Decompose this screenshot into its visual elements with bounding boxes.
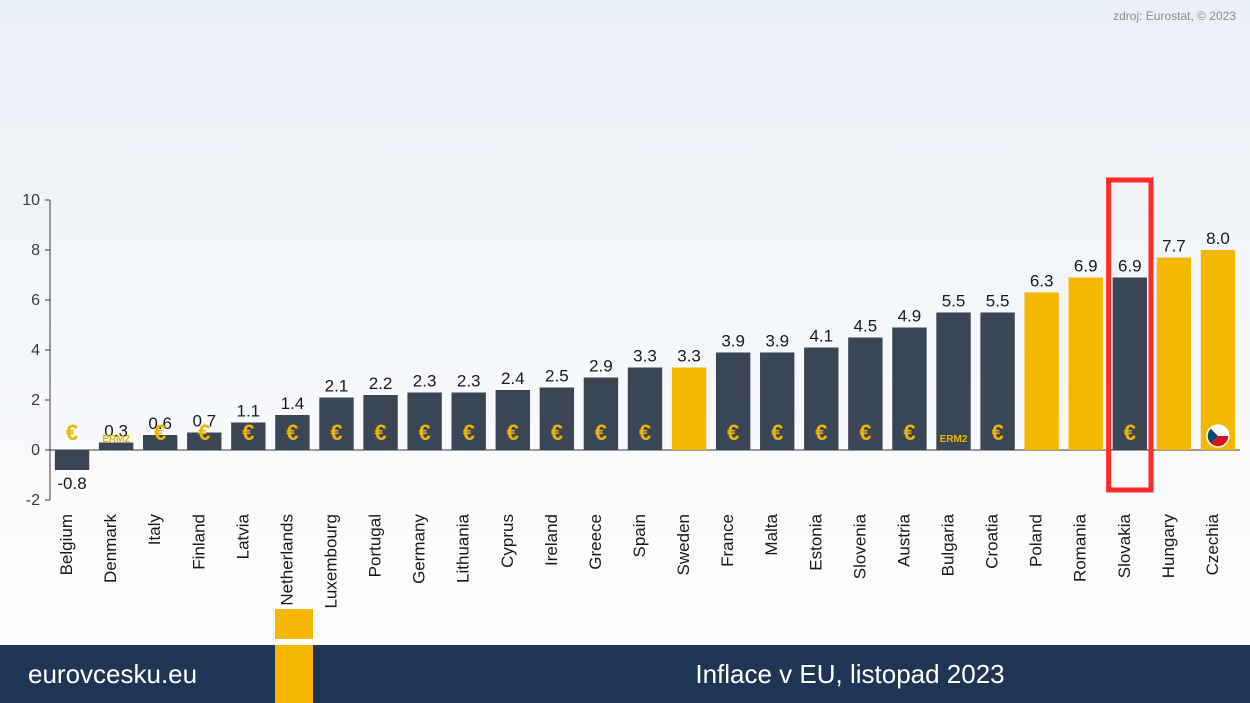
y-tick-label: 10: [22, 192, 40, 209]
czech-flag-icon: [1207, 425, 1229, 447]
euro-icon: €: [242, 420, 254, 445]
euro-icon: €: [815, 420, 827, 445]
bar-value-label: 2.3: [413, 372, 437, 391]
bar-value-label: 1.4: [281, 394, 305, 413]
x-category-label: Denmark: [101, 514, 120, 583]
bar-value-label: 2.4: [501, 369, 525, 388]
bar-value-label: 2.3: [457, 372, 481, 391]
x-category-label: Portugal: [366, 514, 385, 577]
x-category-label: France: [718, 514, 737, 567]
x-category-label: Slovakia: [1115, 513, 1134, 578]
x-category-label: Luxembourg: [321, 514, 340, 609]
bar-value-label: 6.9: [1118, 257, 1142, 276]
euro-icon: €: [198, 420, 210, 445]
x-category-label: Lithuania: [454, 513, 473, 583]
bar: 6.3: [1024, 293, 1058, 451]
bar-value-label: 2.1: [325, 377, 349, 396]
x-category-label: Netherlands: [277, 514, 296, 606]
x-category-label: Croatia: [983, 513, 1002, 568]
x-category-label: Romania: [1071, 513, 1090, 582]
y-tick-label: 4: [31, 342, 40, 359]
footer-rule: [0, 639, 1250, 645]
bar-value-label: 1.1: [237, 402, 261, 421]
x-category-label: Poland: [1027, 514, 1046, 567]
euro-icon: €: [286, 420, 298, 445]
bar-value-label: 2.9: [589, 357, 613, 376]
chart-background: [0, 0, 1250, 703]
x-category-label: Belgium: [57, 514, 76, 575]
bar-value-label: 4.5: [854, 317, 878, 336]
euro-icon: €: [1124, 420, 1136, 445]
bar-value-label: 2.2: [369, 374, 393, 393]
erm2-label: ERM2: [940, 434, 968, 445]
bar: 8: [1201, 250, 1235, 450]
x-category-label: Malta: [762, 513, 781, 555]
bar-value-label: 5.5: [942, 292, 966, 311]
bar-value-label: 4.1: [809, 327, 833, 346]
x-category-label: Cyprus: [498, 514, 517, 568]
y-tick-label: -2: [26, 492, 40, 509]
euro-icon: €: [859, 420, 871, 445]
y-tick-label: 8: [31, 242, 40, 259]
euro-icon: €: [727, 420, 739, 445]
bar: 3.3: [672, 368, 706, 451]
x-category-label: Czechia: [1203, 513, 1222, 575]
euro-icon: €: [463, 420, 475, 445]
y-tick-label: 6: [31, 292, 40, 309]
x-category-label: Spain: [630, 514, 649, 557]
bar-value-label: 3.3: [633, 347, 657, 366]
euro-icon: €: [374, 420, 386, 445]
y-tick-label: 2: [31, 392, 40, 409]
bar: 5.5: [936, 313, 970, 451]
x-category-label: Ireland: [542, 514, 561, 566]
x-category-label: Finland: [189, 514, 208, 570]
euro-icon: €: [551, 420, 563, 445]
bar-value-label: 6.9: [1074, 257, 1098, 276]
x-category-label: Estonia: [806, 513, 825, 570]
bar-value-label: 6.3: [1030, 272, 1054, 291]
inflation-bar-chart: zdroj: Eurostat, © 2023 -2 0 2 4 6 8 10 -0.8 -0.8…: [0, 0, 1250, 703]
euro-icon: €: [595, 420, 607, 445]
x-category-label: Austria: [894, 513, 913, 566]
x-category-label: Italy: [145, 514, 164, 546]
bar-value-label: 5.5: [986, 292, 1010, 311]
footer-title: Inflace v EU, listopad 2023: [695, 659, 1004, 689]
footer-site: eurovcesku.eu: [28, 659, 197, 689]
bar: -0.8: [55, 450, 89, 470]
erm2-label: ERM2: [102, 434, 130, 445]
x-category-label: Bulgaria: [939, 513, 958, 576]
euro-icon: €: [991, 420, 1003, 445]
y-tick-label: 0: [31, 442, 40, 459]
bar-value-label: 3.9: [765, 332, 789, 351]
source-text: zdroj: Eurostat, © 2023: [1113, 9, 1236, 23]
bar: 6.9: [1069, 278, 1103, 451]
bar-value-label: 7.7: [1162, 237, 1186, 256]
x-category-label: Latvia: [233, 513, 252, 559]
bar-value-label: 3.3: [677, 347, 701, 366]
bar-value-label: 8.0: [1206, 229, 1230, 248]
euro-icon: €: [419, 420, 431, 445]
bar-value-label: 2.5: [545, 367, 569, 386]
euro-icon: €: [66, 420, 78, 445]
x-category-label: Sweden: [674, 514, 693, 575]
bar-value-label: 3.9: [721, 332, 745, 351]
x-category-label: Greece: [586, 514, 605, 570]
bar-value-label: 4.9: [898, 307, 922, 326]
euro-icon: €: [639, 420, 651, 445]
x-category-label: Germany: [410, 514, 429, 584]
bar-value-label: -0.8: [57, 474, 86, 493]
bar: 7.7: [1157, 258, 1191, 451]
footer-accent-lower: [275, 645, 313, 703]
euro-icon: €: [507, 420, 519, 445]
euro-icon: €: [330, 420, 342, 445]
euro-icon: €: [903, 420, 915, 445]
x-category-label: Slovenia: [850, 513, 869, 579]
euro-icon: €: [154, 420, 166, 445]
euro-icon: €: [771, 420, 783, 445]
x-category-label: Hungary: [1159, 514, 1178, 579]
